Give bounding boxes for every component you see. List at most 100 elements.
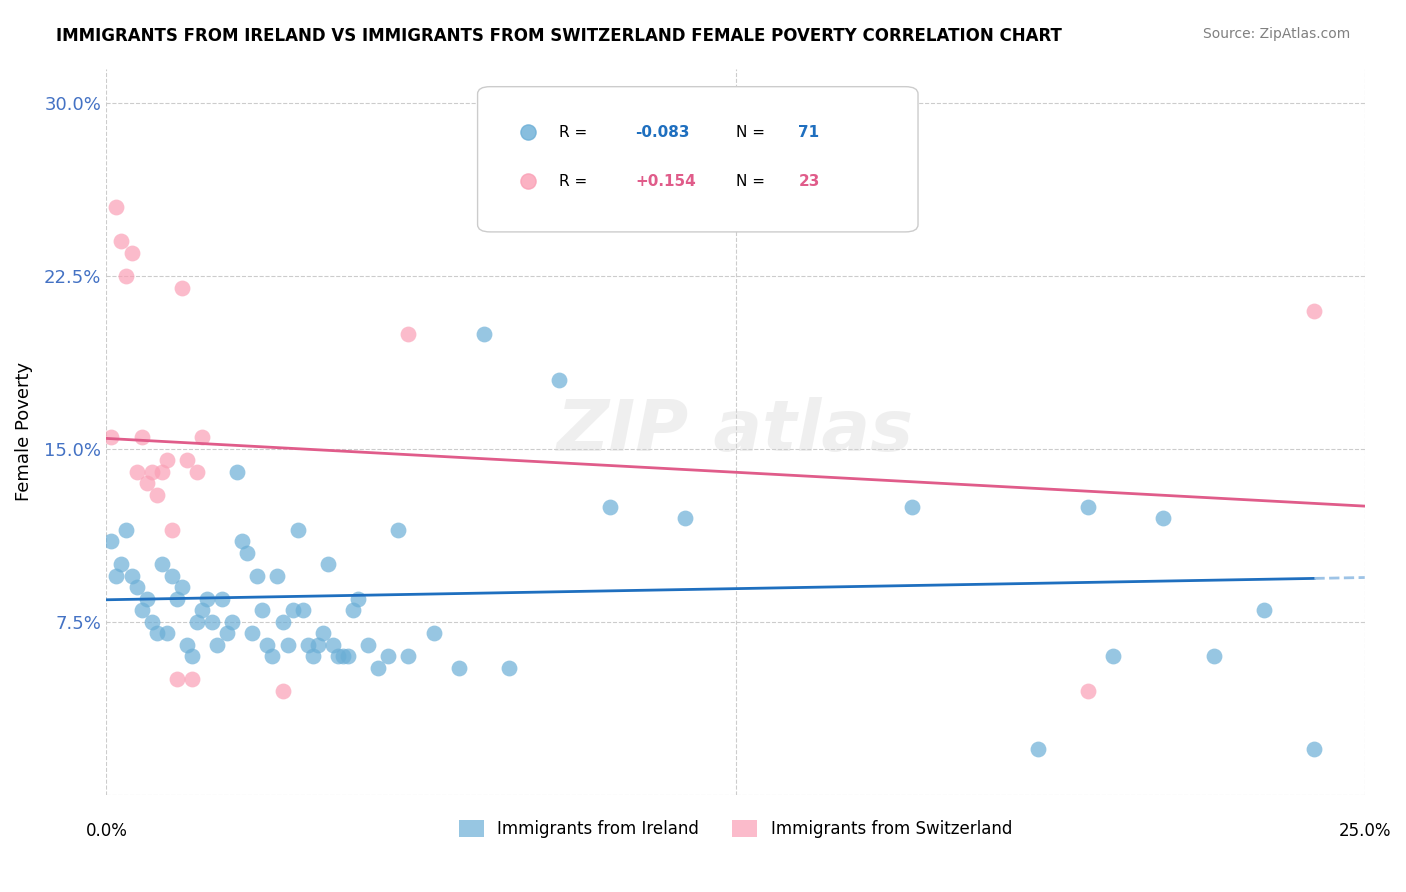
- Text: N =: N =: [735, 125, 769, 140]
- Point: [141, 465, 163, 479]
- Point: [271, 615, 294, 629]
- Point: [100, 430, 122, 444]
- Point: [186, 615, 208, 629]
- Point: [1026, 741, 1049, 756]
- Point: [191, 430, 214, 444]
- Point: [1102, 649, 1125, 664]
- Point: [121, 246, 143, 260]
- Point: [1152, 511, 1174, 525]
- Point: [186, 465, 208, 479]
- Point: [125, 465, 148, 479]
- Text: 23: 23: [799, 174, 820, 188]
- Point: [291, 603, 314, 617]
- Point: [1253, 603, 1275, 617]
- Text: 0.0%: 0.0%: [86, 822, 128, 840]
- Point: [1077, 500, 1099, 514]
- Point: [217, 626, 239, 640]
- Text: N =: N =: [735, 174, 769, 188]
- Text: -0.083: -0.083: [636, 125, 689, 140]
- Point: [170, 280, 193, 294]
- Point: [166, 591, 188, 606]
- Point: [422, 626, 444, 640]
- Point: [240, 626, 263, 640]
- Point: [115, 523, 138, 537]
- Point: [180, 673, 202, 687]
- Text: IMMIGRANTS FROM IRELAND VS IMMIGRANTS FROM SWITZERLAND FEMALE POVERTY CORRELATIO: IMMIGRANTS FROM IRELAND VS IMMIGRANTS FR…: [56, 27, 1062, 45]
- Text: ZIP atlas: ZIP atlas: [557, 397, 914, 467]
- Point: [1077, 684, 1099, 698]
- Point: [236, 546, 259, 560]
- Point: [749, 119, 772, 133]
- Point: [262, 649, 284, 664]
- Point: [900, 500, 922, 514]
- Point: [336, 649, 359, 664]
- FancyBboxPatch shape: [478, 87, 918, 232]
- Point: [156, 453, 179, 467]
- Point: [211, 591, 233, 606]
- Point: [281, 603, 304, 617]
- Text: 25.0%: 25.0%: [1339, 822, 1391, 840]
- Point: [277, 638, 299, 652]
- Legend: Immigrants from Ireland, Immigrants from Switzerland: Immigrants from Ireland, Immigrants from…: [453, 813, 1019, 845]
- Point: [447, 661, 470, 675]
- Point: [231, 534, 253, 549]
- Point: [100, 534, 122, 549]
- Text: 71: 71: [799, 125, 820, 140]
- Point: [387, 523, 409, 537]
- Point: [297, 638, 319, 652]
- Point: [1202, 649, 1225, 664]
- Point: [135, 591, 157, 606]
- Point: [125, 580, 148, 594]
- Point: [599, 500, 621, 514]
- Point: [673, 511, 696, 525]
- Point: [176, 453, 198, 467]
- Point: [396, 326, 419, 341]
- Point: [246, 568, 269, 582]
- Point: [271, 684, 294, 698]
- Point: [131, 603, 153, 617]
- Point: [105, 568, 128, 582]
- Point: [191, 603, 214, 617]
- Point: [347, 591, 370, 606]
- Point: [377, 649, 399, 664]
- Point: [312, 626, 335, 640]
- Point: [287, 523, 309, 537]
- Point: [205, 638, 228, 652]
- Point: [357, 638, 380, 652]
- Point: [121, 568, 143, 582]
- Point: [141, 615, 163, 629]
- Point: [326, 649, 349, 664]
- Point: [226, 465, 249, 479]
- Y-axis label: Female Poverty: Female Poverty: [15, 362, 32, 501]
- Point: [301, 649, 323, 664]
- Point: [131, 430, 153, 444]
- Point: [145, 626, 167, 640]
- Point: [201, 615, 224, 629]
- Point: [170, 580, 193, 594]
- Point: [396, 649, 419, 664]
- Text: +0.154: +0.154: [636, 174, 696, 188]
- Point: [332, 649, 354, 664]
- Point: [195, 591, 218, 606]
- Point: [105, 200, 128, 214]
- Text: R =: R =: [560, 125, 592, 140]
- Point: [252, 603, 274, 617]
- Point: [256, 638, 278, 652]
- Point: [145, 488, 167, 502]
- Point: [176, 638, 198, 652]
- Point: [180, 649, 202, 664]
- Point: [166, 673, 188, 687]
- Point: [367, 661, 389, 675]
- Point: [115, 268, 138, 283]
- Point: [307, 638, 329, 652]
- Point: [498, 661, 520, 675]
- Point: [548, 373, 571, 387]
- Text: R =: R =: [560, 174, 592, 188]
- Point: [316, 557, 339, 571]
- Point: [266, 568, 288, 582]
- Point: [1303, 741, 1326, 756]
- Point: [156, 626, 179, 640]
- Point: [135, 476, 157, 491]
- Point: [110, 235, 132, 249]
- Point: [160, 523, 183, 537]
